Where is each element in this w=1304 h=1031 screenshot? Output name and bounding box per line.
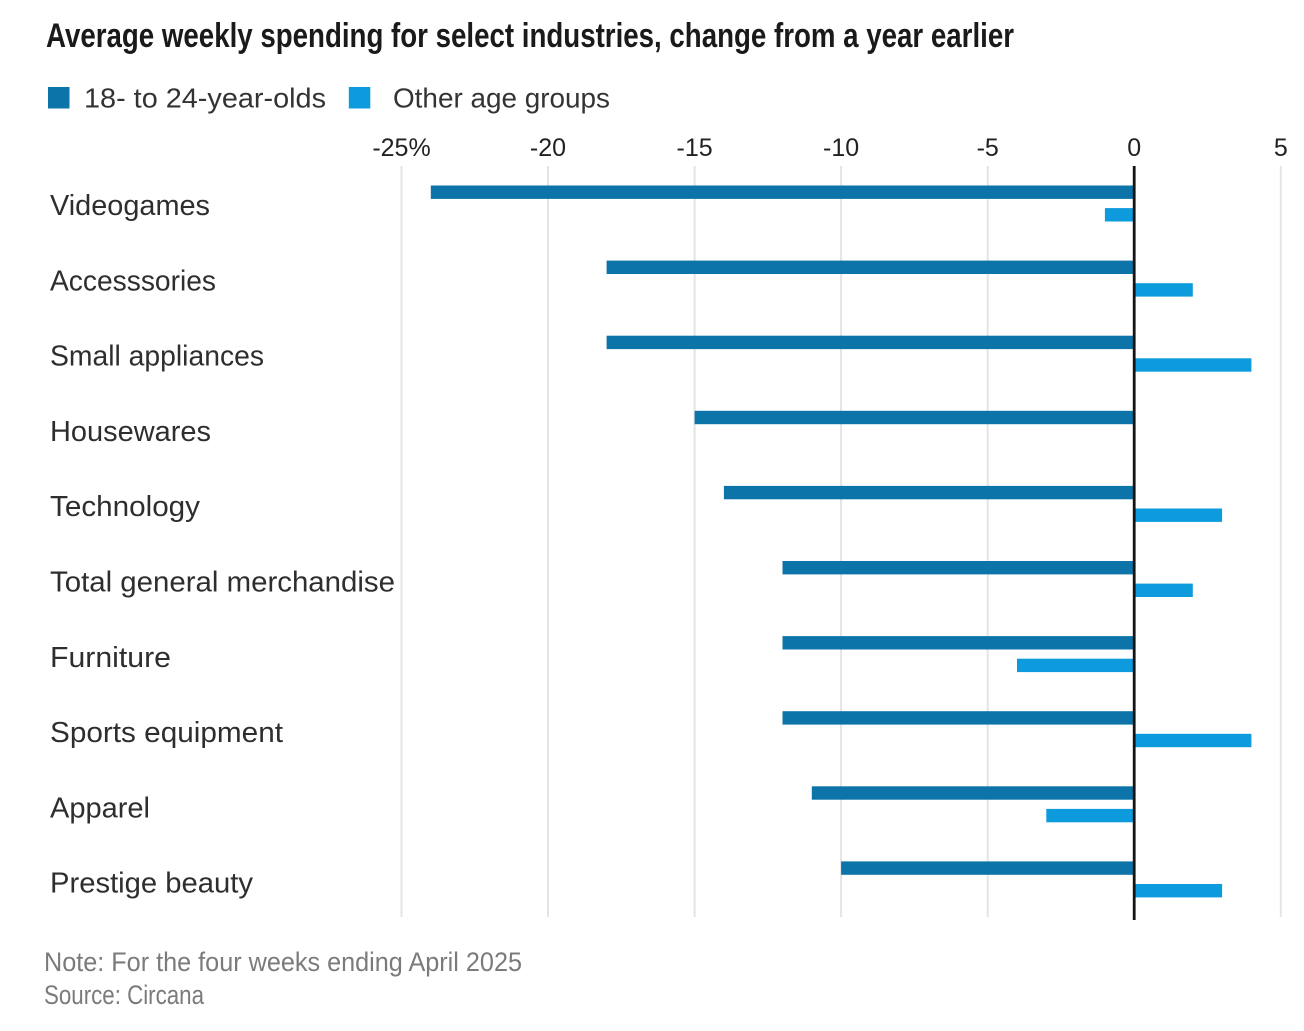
svg-text:Small appliances: Small appliances <box>50 341 264 373</box>
svg-text:Sports equipment: Sports equipment <box>50 717 283 749</box>
svg-text:Apparel: Apparel <box>50 792 150 824</box>
svg-text:Other age groups: Other age groups <box>393 83 610 114</box>
svg-text:0: 0 <box>1127 134 1141 162</box>
svg-text:Accesssories: Accesssories <box>50 265 216 297</box>
svg-text:Prestige beauty: Prestige beauty <box>50 868 254 900</box>
svg-text:Source: Circana: Source: Circana <box>44 980 205 1010</box>
svg-text:5: 5 <box>1274 134 1288 162</box>
svg-text:Videogames: Videogames <box>50 190 210 222</box>
svg-text:Average weekly spending for se: Average weekly spending for select indus… <box>46 17 1014 55</box>
svg-text:-20: -20 <box>530 134 566 162</box>
svg-text:-15: -15 <box>677 134 713 162</box>
svg-text:-10: -10 <box>823 134 859 162</box>
svg-text:Note: For the four weeks endin: Note: For the four weeks ending April 20… <box>44 947 522 977</box>
svg-text:-5: -5 <box>977 134 999 162</box>
svg-text:Housewares: Housewares <box>50 416 211 448</box>
svg-text:Furniture: Furniture <box>50 642 171 674</box>
svg-text:Technology: Technology <box>50 491 201 523</box>
svg-text:18- to 24-year-olds: 18- to 24-year-olds <box>84 83 326 114</box>
svg-text:Total general merchandise: Total general merchandise <box>50 567 395 599</box>
svg-text:-25%: -25% <box>372 134 430 162</box>
